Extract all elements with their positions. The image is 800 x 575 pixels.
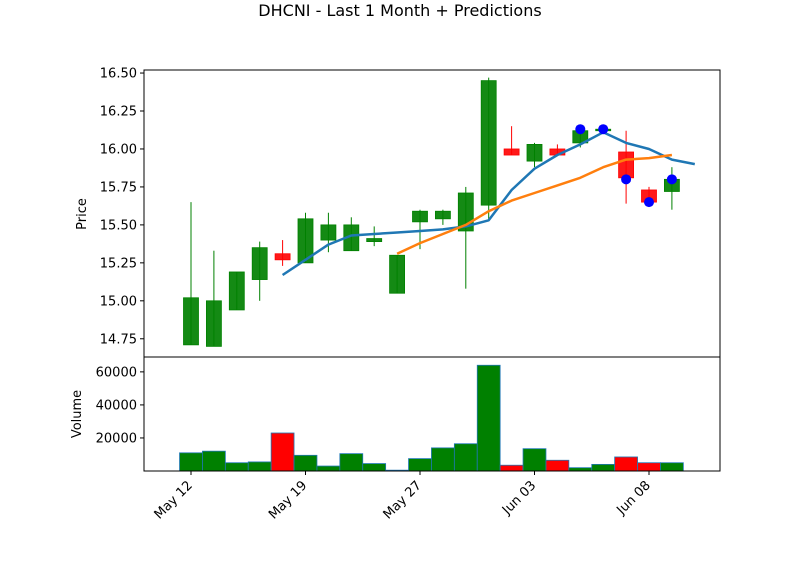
candle-body [389, 254, 406, 294]
volume-bar [293, 454, 318, 472]
volume-bar [316, 465, 341, 472]
volume-bar [591, 463, 616, 472]
candle-body [366, 238, 383, 242]
volume-bar [614, 456, 638, 472]
x-tick-label: Jun 03 [499, 478, 539, 518]
prediction-marker [598, 124, 609, 135]
series-line [281, 131, 696, 277]
x-tick-label: May 12 [152, 478, 196, 522]
candle-body [503, 148, 520, 156]
candle-body [297, 218, 314, 264]
price-y-tick-label: 16.50 [100, 67, 137, 82]
price-y-tick-label: 16.00 [100, 142, 137, 157]
volume-bar [499, 464, 524, 472]
volume-bar [247, 461, 272, 472]
candle-body [274, 253, 291, 261]
volume-bar [522, 448, 547, 472]
prediction-marker [621, 174, 632, 185]
volume-y-label: Volume [70, 390, 85, 438]
volume-bar [224, 462, 249, 472]
price-y-tick-label: 15.50 [100, 218, 137, 233]
price-plot-frame [143, 69, 721, 358]
price-y-tick-label: 15.25 [100, 256, 137, 271]
candle-body [526, 144, 543, 162]
chart-title: DHCNI - Last 1 Month + Predictions [258, 1, 541, 20]
x-tick-label: May 27 [381, 478, 425, 522]
prediction-marker [644, 197, 654, 208]
volume-marks [179, 364, 684, 472]
volume-y-tick-label: 40000 [96, 398, 137, 413]
candle-body [251, 247, 268, 280]
candle-body [412, 210, 428, 223]
price-y-ticks: 14.75 15.00 15.25 15.50 15.75 16.00 16.25 16.50 [100, 67, 144, 347]
volume-bar [339, 453, 364, 472]
candle-body [320, 224, 337, 241]
candle-body [618, 151, 634, 179]
volume-bar [431, 447, 455, 472]
price-y-tick-label: 16.25 [100, 105, 137, 120]
candle-body [228, 271, 245, 311]
price-marks [183, 77, 696, 347]
volume-bar [637, 462, 661, 472]
candle-body [183, 297, 199, 346]
volume-bar [453, 443, 478, 472]
price-y-label: Price [75, 198, 90, 230]
prediction-marker [575, 124, 586, 135]
price-y-tick-label: 15.00 [100, 294, 137, 309]
volume-y-tick-label: 20000 [96, 431, 137, 446]
x-tick-label: Jun 08 [614, 478, 654, 518]
volume-bar [362, 463, 387, 472]
volume-bar [545, 459, 570, 472]
x-tick-label: May 19 [266, 478, 310, 522]
price-y-tick-label: 14.75 [100, 332, 137, 347]
volume-bar [408, 458, 432, 472]
volume-bar [660, 462, 684, 472]
candle-body [434, 210, 451, 220]
volume-bar [270, 432, 295, 472]
volume-bar [202, 450, 226, 472]
volume-y-tick-label: 60000 [96, 365, 137, 380]
price-panel: 14.75 15.00 15.25 15.50 15.75 16.00 16.25 16.50… [75, 67, 721, 358]
x-axis: May 12 May 19 May 27 Jun 03 Jun 08 [152, 471, 654, 522]
price-y-tick-label: 15.75 [100, 180, 137, 195]
candle-body [480, 80, 497, 206]
candle-body [205, 300, 222, 347]
volume-y-ticks: 20000 40000 60000 [96, 365, 144, 446]
series-line [396, 153, 673, 255]
prediction-marker [666, 174, 677, 185]
volume-panel: 20000 40000 60000 Volume [70, 356, 721, 472]
volume-bar [476, 364, 501, 472]
volume-plot-frame [143, 356, 721, 472]
volume-bar [179, 452, 203, 472]
